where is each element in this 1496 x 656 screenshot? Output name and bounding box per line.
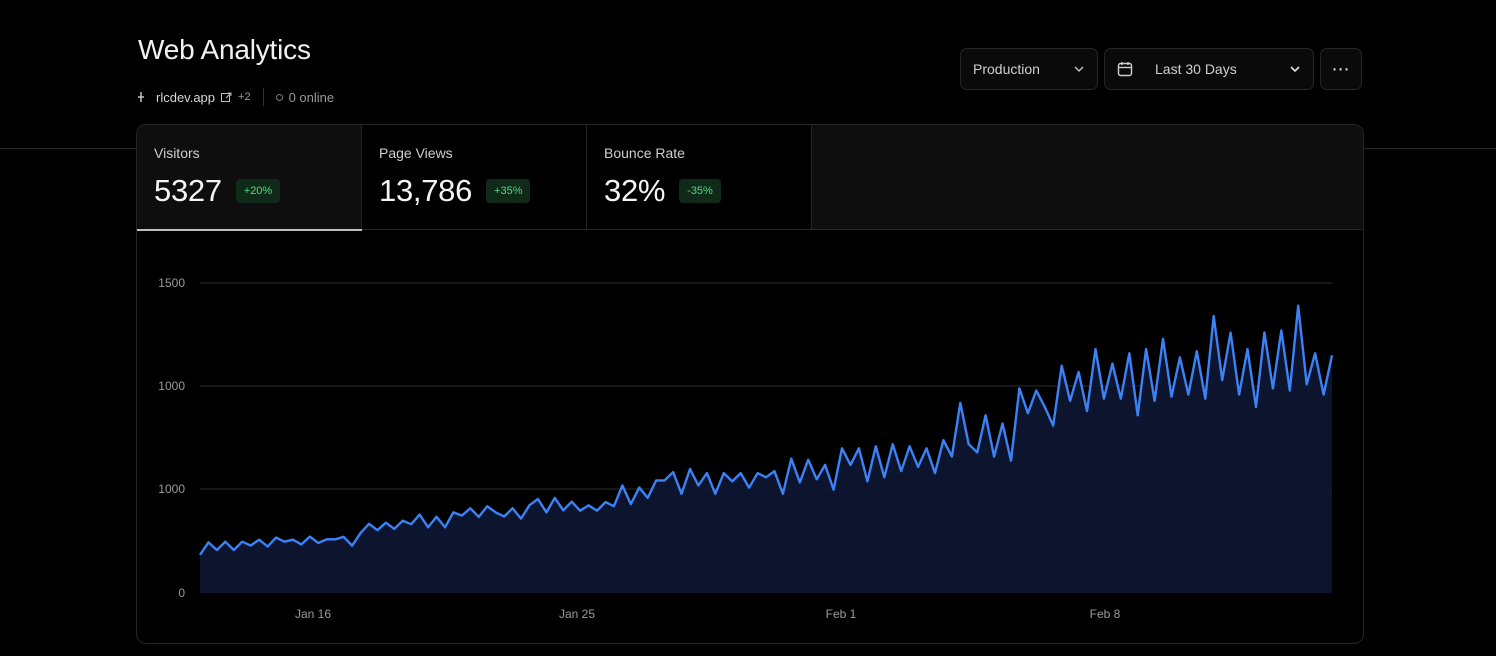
extra-domains-count[interactable]: +2 (238, 91, 251, 103)
calendar-icon (1117, 62, 1133, 77)
project-subline: rlcdev.app +2 0 online (138, 88, 334, 106)
environment-label: Production (973, 61, 1040, 77)
metric-change-badge: -35% (679, 179, 721, 203)
tab-visitors[interactable]: Visitors 5327 +20% (137, 125, 362, 231)
series-area (200, 305, 1332, 593)
y-tick-label: 1500 (158, 276, 185, 290)
tab-bounce-rate[interactable]: Bounce Rate 32% -35% (587, 125, 812, 230)
analytics-card: Visitors 5327 +20% Page Views 13,786 +35… (136, 124, 1364, 644)
tab-page-views[interactable]: Page Views 13,786 +35% (362, 125, 587, 230)
metric-label: Bounce Rate (604, 145, 685, 161)
x-tick-label: Jan 25 (559, 607, 595, 621)
subline-divider (262, 88, 264, 106)
external-link-icon[interactable] (221, 92, 232, 103)
project-domain-link[interactable]: rlcdev.app (156, 89, 216, 105)
y-tick-label: 1000 (158, 482, 185, 496)
page-title: Web Analytics (138, 34, 311, 65)
y-tick-label: 0 (178, 586, 185, 600)
metric-value: 13,786 (379, 173, 473, 208)
metric-change-badge: +35% (486, 179, 531, 203)
tabs-filler (812, 125, 1363, 229)
online-status: 0 online (288, 89, 335, 105)
x-tick-label: Feb 1 (826, 607, 857, 621)
metric-value: 32% (604, 173, 666, 208)
more-options-button[interactable]: ⋯ (1320, 48, 1362, 90)
y-tick-label: 1000 (158, 379, 185, 393)
x-tick-label: Jan 16 (295, 607, 331, 621)
date-range-label: Last 30 Days (1155, 61, 1237, 77)
x-tick-label: Feb 8 (1090, 607, 1121, 621)
project-icon (138, 92, 144, 102)
online-status-dot (275, 93, 283, 101)
series-line (199, 304, 1334, 556)
environment-select[interactable]: Production (960, 48, 1098, 90)
chevron-down-icon (1074, 66, 1084, 73)
metric-change-badge: +20% (235, 179, 281, 203)
date-range-select[interactable]: Last 30 Days (1104, 48, 1314, 90)
metric-label: Visitors (154, 145, 200, 161)
header-controls: Production Last 30 Days ⋯ (960, 48, 1362, 90)
metric-label: Page Views (379, 145, 453, 161)
more-icon: ⋯ (1331, 58, 1351, 79)
metric-value: 5327 (154, 173, 222, 208)
metric-tabs: Visitors 5327 +20% Page Views 13,786 +35… (137, 125, 1363, 231)
visitors-chart: 0 1000 1000 1500 Jan 16 Jan 25 Feb 1 Feb 8 (158, 276, 1334, 621)
chevron-down-icon (1290, 66, 1300, 73)
